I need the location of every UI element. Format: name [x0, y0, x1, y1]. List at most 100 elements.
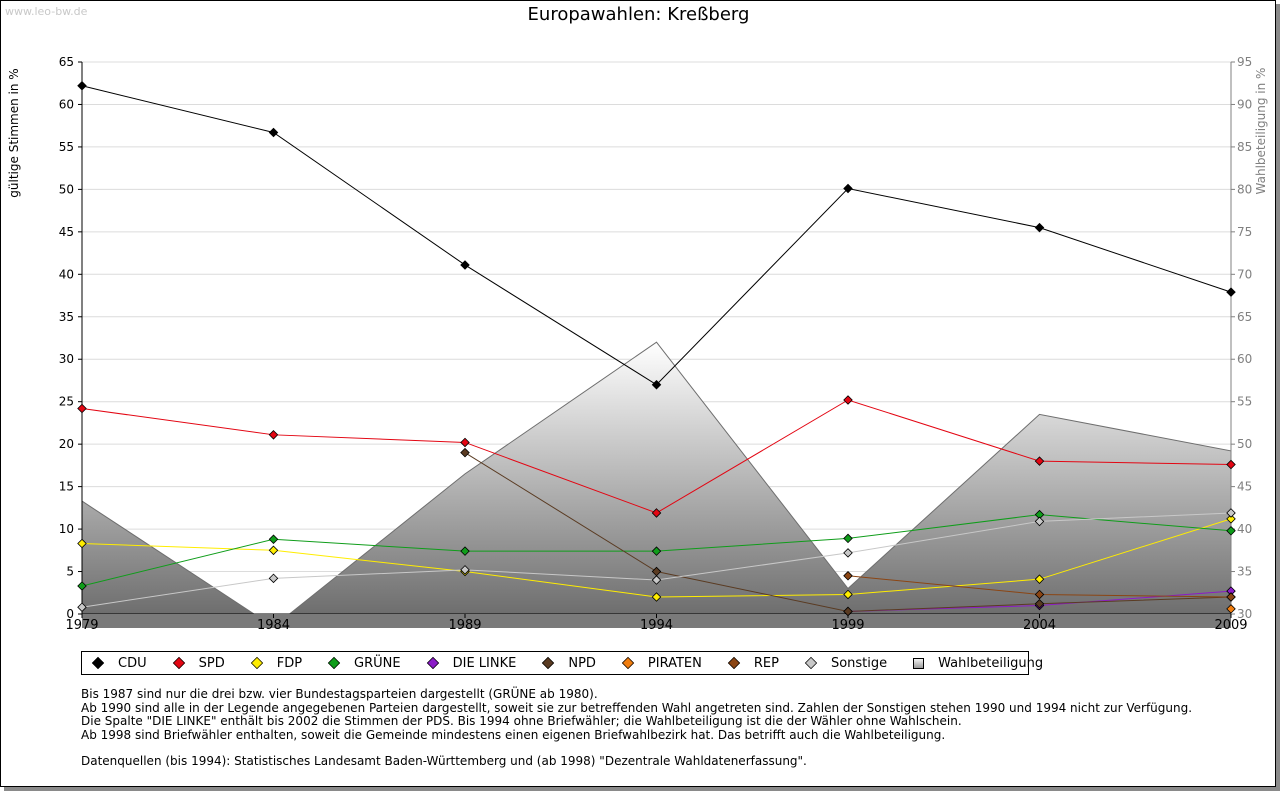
- y2-tick-label: 65: [1237, 310, 1252, 324]
- x-tick-label: 2009: [1214, 618, 1247, 633]
- data-point-cdu: [843, 183, 853, 194]
- data-point-rep: [1034, 589, 1045, 600]
- data-point-grüne: [1226, 526, 1236, 536]
- legend-label: Wahlbeteiligung: [938, 655, 1044, 671]
- data-point-fdp: [651, 592, 662, 602]
- legend-label: CDU: [118, 655, 147, 671]
- y2-tick-label: 90: [1237, 97, 1252, 111]
- data-point-fdp: [1034, 574, 1045, 584]
- data-point-cdu: [268, 127, 279, 138]
- data-point-spd: [268, 430, 279, 440]
- data-point-cdu: [651, 379, 662, 390]
- y2-tick-label: 40: [1237, 522, 1252, 536]
- legend-item: REP: [727, 655, 779, 671]
- legend-label: GRÜNE: [354, 655, 401, 671]
- legend-item: DIE LINKE: [426, 655, 517, 671]
- x-tick-label: 2004: [1023, 618, 1056, 633]
- y2-tick-label: 95: [1237, 55, 1252, 69]
- data-point-sonstige: [460, 565, 470, 575]
- y2-tick-label: 50: [1237, 437, 1252, 451]
- y-tick-label: 10: [59, 522, 74, 536]
- legend-marker-icon: [172, 656, 185, 670]
- y-tick-label: 60: [59, 97, 74, 111]
- legend-item: PIRATEN: [621, 655, 702, 671]
- data-point-fdp: [77, 538, 87, 549]
- legend-label: Sonstige: [830, 655, 888, 671]
- y-tick-label: 35: [59, 310, 74, 324]
- legend-item: Sonstige: [804, 655, 888, 671]
- legend-label: NPD: [568, 655, 596, 671]
- data-point-piraten: [1226, 604, 1236, 614]
- y-tick-label: 30: [59, 352, 74, 366]
- legend-item: NPD: [542, 656, 596, 671]
- data-point-npd: [1034, 599, 1045, 609]
- y2-tick-label: 75: [1237, 225, 1252, 239]
- y2-tick-label: 70: [1237, 267, 1252, 281]
- data-point-sonstige: [651, 575, 662, 585]
- data-point-rep: [1226, 592, 1236, 602]
- legend-label: PIRATEN: [647, 655, 702, 671]
- legend-label: SPD: [198, 655, 225, 671]
- data-point-spd: [1034, 456, 1045, 466]
- y-tick-label: 65: [59, 55, 74, 69]
- y2-tick-label: 60: [1237, 352, 1252, 366]
- data-point-grüne: [460, 546, 470, 556]
- legend-label: REP: [753, 655, 779, 671]
- x-tick-label: 1999: [831, 618, 864, 633]
- data-point-spd: [460, 437, 470, 448]
- x-tick-label: 1994: [640, 618, 673, 633]
- data-point-grüne: [268, 534, 279, 545]
- data-point-fdp: [268, 545, 279, 556]
- data-point-spd: [843, 395, 853, 405]
- note-line: Ab 1998 sind Briefwähler enthalten, sowe…: [81, 727, 946, 742]
- legend-marker-icon: [727, 656, 740, 670]
- watermark: www.leo-bw.de: [5, 5, 88, 18]
- data-point-sonstige: [1034, 516, 1045, 527]
- data-point-cdu: [1226, 287, 1236, 297]
- data-point-npd: [460, 447, 470, 458]
- legend-marker-icon: [913, 657, 925, 669]
- y2-axis-label: Wahlbeteiligung in %: [1254, 68, 1268, 195]
- x-tick-label: 1979: [65, 618, 98, 633]
- y2-tick-label: 30: [1237, 607, 1252, 621]
- data-point-spd: [1226, 459, 1236, 470]
- y-tick-label: 50: [59, 182, 74, 196]
- y2-tick-label: 55: [1237, 395, 1252, 409]
- y-tick-label: 15: [59, 480, 74, 494]
- y2-tick-label: 85: [1237, 140, 1252, 154]
- legend-label: DIE LINKE: [452, 655, 517, 671]
- data-point-cdu: [77, 81, 87, 91]
- chart-plot: 0 5 10 15 20 25 30 35 40 45 50 55 60 65 30 35 40 45 50 55 60…: [7, 55, 1268, 633]
- x-axis-band: [82, 614, 1231, 628]
- legend-marker-icon: [327, 656, 341, 670]
- legend-marker-icon: [804, 656, 818, 670]
- data-point-cdu: [1034, 222, 1045, 233]
- x-tick-label: 1984: [257, 618, 290, 633]
- legend-marker-icon: [91, 656, 105, 670]
- data-point-grüne: [77, 581, 87, 591]
- y2-tick-label: 45: [1237, 480, 1252, 494]
- y2-tick-label: 80: [1237, 182, 1252, 196]
- legend-item: Wahlbeteiligung: [913, 656, 1043, 671]
- data-point-npd: [843, 606, 853, 617]
- y-tick-label: 5: [66, 565, 74, 579]
- data-point-grüne: [843, 533, 853, 544]
- chart-title: Europawahlen: Kreßberg: [527, 4, 750, 25]
- data-point-fdp: [1226, 514, 1236, 524]
- x-tick-label: 1989: [448, 618, 481, 633]
- data-point-sonstige: [77, 602, 87, 612]
- legend-marker-icon: [426, 656, 439, 670]
- legend-marker-icon: [542, 656, 555, 670]
- y-tick-label: 40: [59, 267, 74, 281]
- notes: Bis 1987 sind nur die drei bzw. vier Bun…: [81, 687, 1192, 769]
- y-axis-label: gültige Stimmen in %: [7, 68, 21, 197]
- data-point-cdu: [460, 260, 470, 270]
- y-tick-label: 20: [59, 437, 74, 451]
- legend-marker-icon: [621, 656, 635, 670]
- legend-item: GRÜNE: [327, 655, 401, 671]
- data-source: Datenquellen (bis 1994): Statistisches L…: [81, 754, 807, 768]
- data-point-sonstige: [268, 573, 279, 584]
- note-line: Die Spalte "DIE LINKE" enthält bis 2002 …: [81, 714, 962, 728]
- data-point-spd: [651, 508, 662, 518]
